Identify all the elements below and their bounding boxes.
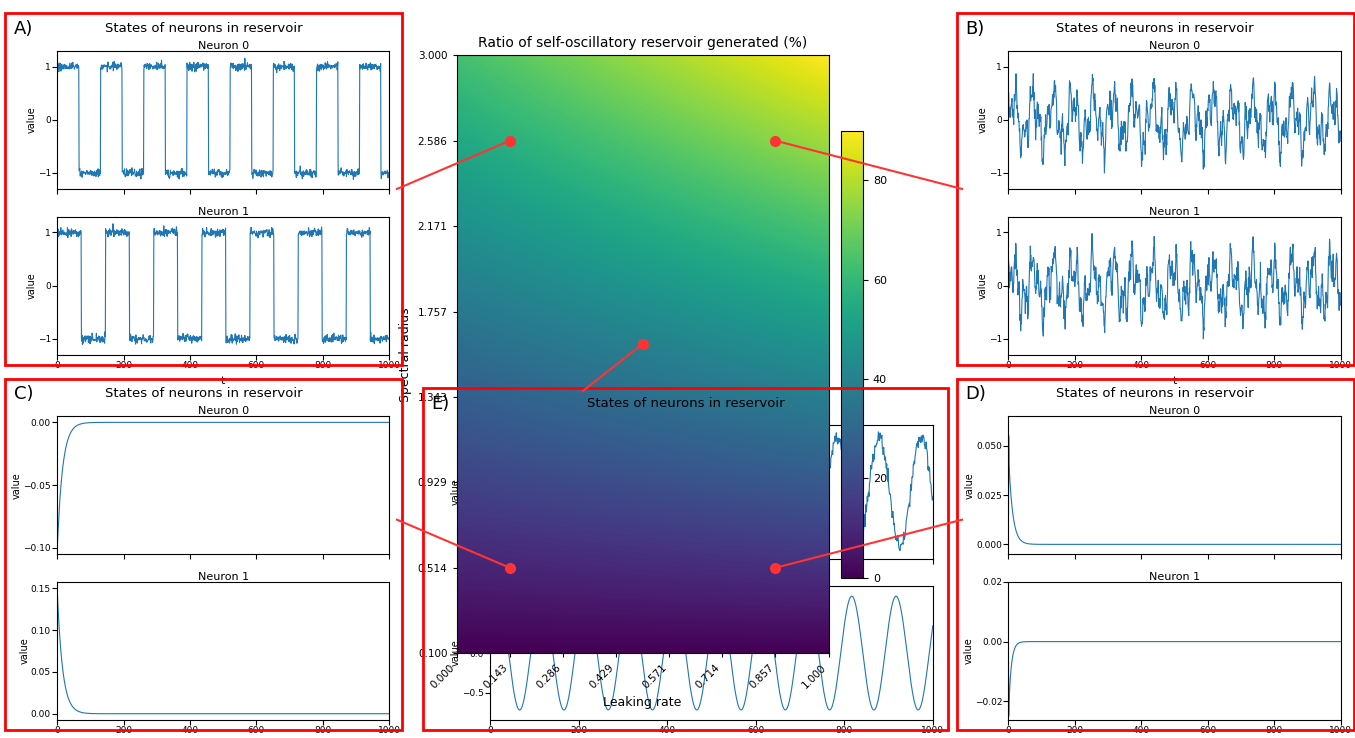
- Title: Neuron 0: Neuron 0: [1149, 41, 1201, 51]
- X-axis label: Leaking rate: Leaking rate: [603, 696, 682, 708]
- Y-axis label: value: value: [19, 638, 30, 664]
- Title: Neuron 1: Neuron 1: [1149, 572, 1201, 582]
- Text: States of neurons in reservoir: States of neurons in reservoir: [587, 397, 785, 410]
- Title: Neuron 1: Neuron 1: [686, 576, 737, 586]
- Y-axis label: value: value: [12, 472, 22, 499]
- Text: States of neurons in reservoir: States of neurons in reservoir: [1057, 22, 1253, 35]
- Title: Neuron 0: Neuron 0: [198, 41, 249, 51]
- Y-axis label: value: value: [963, 638, 973, 664]
- Y-axis label: value: value: [450, 640, 461, 666]
- Y-axis label: value: value: [26, 106, 37, 134]
- Text: A): A): [14, 20, 33, 38]
- X-axis label: t: t: [221, 376, 225, 385]
- Y-axis label: value: value: [26, 272, 37, 299]
- Text: States of neurons in reservoir: States of neurons in reservoir: [106, 22, 302, 35]
- X-axis label: t: t: [1172, 376, 1176, 385]
- Title: Neuron 1: Neuron 1: [198, 207, 249, 216]
- Y-axis label: value: value: [977, 106, 988, 134]
- Title: Neuron 0: Neuron 0: [686, 415, 737, 425]
- Text: E): E): [431, 395, 449, 413]
- Text: States of neurons in reservoir: States of neurons in reservoir: [106, 387, 302, 401]
- Title: Neuron 1: Neuron 1: [198, 572, 249, 582]
- Y-axis label: value: value: [965, 472, 974, 499]
- Title: Neuron 0: Neuron 0: [198, 406, 249, 416]
- Y-axis label: value: value: [450, 478, 461, 506]
- Text: D): D): [965, 385, 985, 403]
- Text: B): B): [965, 20, 984, 38]
- Title: Neuron 0: Neuron 0: [1149, 406, 1201, 416]
- Title: Ratio of self-oscillatory reservoir generated (%): Ratio of self-oscillatory reservoir gene…: [478, 36, 808, 50]
- Text: C): C): [14, 385, 33, 403]
- Title: Neuron 1: Neuron 1: [1149, 207, 1201, 216]
- Y-axis label: value: value: [977, 272, 988, 299]
- Text: States of neurons in reservoir: States of neurons in reservoir: [1057, 387, 1253, 401]
- Y-axis label: Spectral radius: Spectral radius: [400, 307, 412, 401]
